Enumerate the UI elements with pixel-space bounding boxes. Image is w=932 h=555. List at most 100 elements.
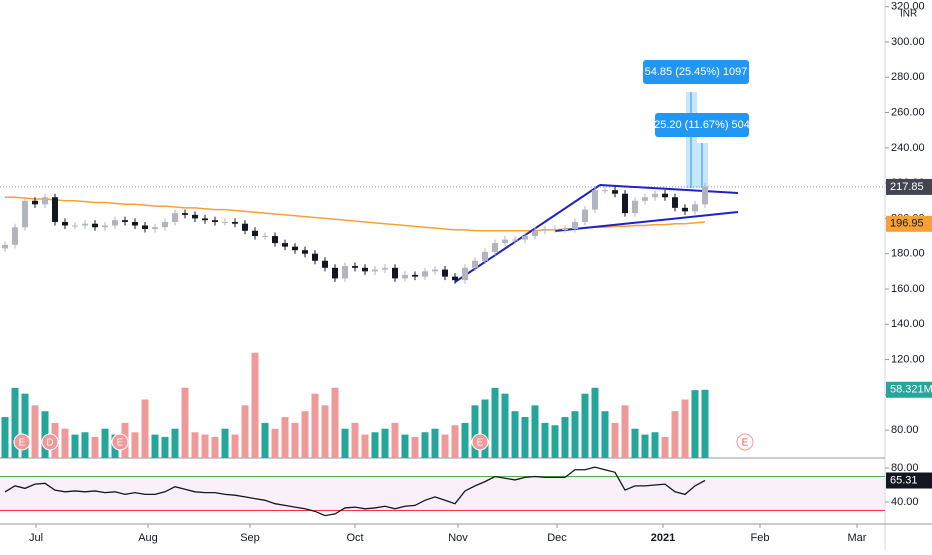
candle-body [272, 236, 278, 244]
trendline [454, 184, 601, 283]
volume-bar [641, 434, 649, 458]
volume-bar [341, 428, 349, 458]
volume-bar [471, 405, 479, 458]
candle-body [342, 266, 348, 279]
candle-body [602, 190, 608, 192]
candle-body [172, 213, 178, 222]
candle-body [682, 207, 688, 212]
candle-body [62, 221, 68, 226]
volume-bar [481, 399, 489, 458]
candle-body [2, 244, 8, 249]
candle-body [42, 197, 48, 205]
candle-body [562, 229, 568, 230]
y-tick-label: 40.00 [891, 496, 919, 508]
candle-body [72, 225, 78, 227]
measure-label: 25.20 (11.67%) 504 [654, 119, 750, 131]
volume-bar [171, 428, 179, 458]
candle-body [632, 200, 638, 214]
volume-bar [501, 393, 509, 458]
candle-body [152, 227, 158, 229]
candle-body [202, 218, 208, 221]
volume-bar [541, 422, 549, 458]
candle-body [372, 269, 378, 272]
volume-bar [101, 428, 109, 458]
volume-bar [91, 436, 99, 458]
candle-body [432, 269, 438, 272]
volume-bar [71, 434, 79, 458]
y-tick-label: 280.00 [891, 71, 925, 83]
volume-bar [151, 434, 159, 458]
candle-body [542, 229, 548, 231]
measure-box [643, 60, 749, 84]
volume-bar [381, 428, 389, 458]
y-tick-label: 80.00 [891, 462, 919, 474]
volume-bar [281, 417, 289, 458]
volume-bar [271, 428, 279, 458]
rsi-tag: 65.31 [890, 474, 918, 486]
x-tick-label: Nov [448, 532, 468, 544]
ma-tag: 196.95 [890, 218, 924, 230]
volume-bar [441, 434, 449, 458]
event-icon [41, 433, 59, 451]
candle-body [12, 227, 18, 245]
candle-body [422, 271, 428, 277]
candle-body [112, 220, 118, 226]
volume-bar [31, 405, 39, 458]
event-label: E [477, 438, 484, 449]
candle-body [532, 230, 538, 237]
volume-bar [371, 432, 379, 458]
volume-bar [701, 389, 709, 458]
volume-bar [351, 422, 359, 458]
event-label: E [117, 438, 124, 449]
candle-body [492, 243, 498, 252]
volume-bar [131, 432, 139, 458]
candle-body [472, 260, 478, 268]
volume-bar [601, 411, 609, 458]
candle-body [82, 223, 88, 226]
volume-bar [11, 387, 19, 458]
volume-bar [531, 405, 539, 458]
event-icon [111, 433, 129, 451]
candle-body [412, 274, 418, 277]
volume-bar [361, 434, 369, 458]
candle-body [162, 221, 168, 228]
volume-bar [81, 432, 89, 458]
candle-body [612, 190, 618, 194]
x-tick-label: Aug [138, 532, 158, 544]
candle-body [522, 236, 528, 240]
volume-bar [571, 411, 579, 458]
volume-bar [1, 417, 9, 458]
volume-bar [521, 417, 529, 458]
volume-bar [41, 411, 49, 458]
y-tick-label: 320.00 [891, 1, 925, 13]
volume-bar [691, 390, 699, 458]
y-tick-label: 140.00 [891, 318, 925, 330]
candle-body [32, 200, 38, 205]
candle-body [402, 274, 408, 279]
rsi-line [4, 466, 706, 517]
volume-bar [321, 405, 329, 458]
candle-body [702, 186, 708, 205]
volume-bar [421, 432, 429, 458]
x-tick-label: Feb [751, 532, 770, 544]
volume-bar [331, 387, 339, 458]
rsi-tag-box [886, 472, 932, 489]
volume-bar [511, 411, 519, 458]
candle-body [572, 221, 578, 229]
candle-body [132, 221, 138, 226]
volume-tag: 58.321M [890, 384, 932, 396]
volume-bar [551, 425, 559, 458]
candle-body [502, 239, 508, 244]
y-tick-label: 80.00 [891, 424, 919, 436]
candle-body [332, 267, 338, 279]
currency-label: INR [900, 9, 917, 20]
candle-body [442, 269, 448, 277]
volume-bar [231, 434, 239, 458]
volume-bar [651, 432, 659, 458]
volume-bar [621, 405, 629, 458]
volume-bar [301, 411, 309, 458]
candle-body [102, 225, 108, 228]
volume-bar [21, 393, 29, 458]
candle-body [322, 260, 328, 268]
